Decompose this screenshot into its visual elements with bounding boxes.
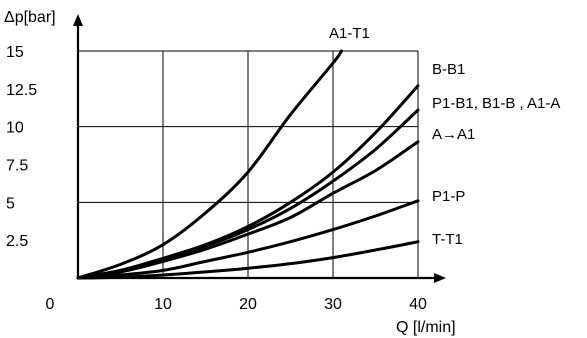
series-label: A1-T1 [329,25,370,42]
series-label: P1-P [432,188,465,205]
series-label: A→A1 [432,126,475,143]
series-curve [76,199,420,280]
curves [76,49,420,280]
series-label: T-T1 [432,231,463,248]
x-axis-label: Q [l/min] [396,319,456,336]
y-tick-label: 12.5 [6,82,37,99]
labels: 15 12.5 10 7.5 5 2.5 0 10 20 30 40 A1-T1 B-B1 P1-B1, … [6,25,560,313]
x-tick-label: 30 [324,296,342,313]
y-tick-label: 2.5 [6,233,28,250]
x-tick-label: 20 [239,296,257,313]
series-label: P1-B1, B1-B , A1-A [432,95,560,112]
y-tick-label: 10 [6,120,24,137]
series-curve [76,140,420,280]
series-curve [76,49,343,280]
x-tick-label: 10 [154,296,172,313]
x-tick-label: 0 [46,296,55,313]
y-tick-label: 5 [6,195,15,212]
y-axis-arrow-icon [73,14,83,26]
grid [78,50,419,278]
x-axis-arrow-icon [434,273,446,283]
y-tick-label: 15 [6,44,24,61]
x-tick-label: 40 [409,296,427,313]
series-curve [76,240,420,280]
y-tick-label: 7.5 [6,158,28,175]
series-label: B-B1 [432,61,465,78]
axes [73,14,446,283]
series-curve [76,108,420,280]
y-axis-label: Δp[bar] [4,9,56,26]
